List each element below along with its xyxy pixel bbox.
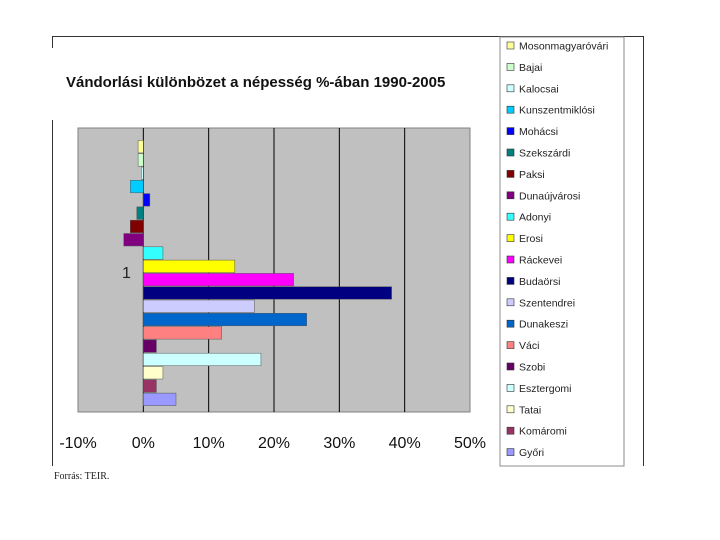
legend-label: Tatai (519, 404, 541, 416)
bar-15 (143, 339, 157, 353)
legend-swatch (506, 105, 515, 114)
title-area (52, 48, 472, 120)
legend-swatch (506, 277, 515, 285)
bar-19 (143, 392, 177, 406)
bar-8 (143, 246, 164, 260)
legend-label: Ráckevei (519, 255, 562, 267)
chart-title: Vándorlási különbözet a népesség %-ában … (66, 74, 445, 91)
bar-18 (143, 379, 157, 393)
legend-swatch (506, 170, 515, 178)
legend-box (499, 36, 625, 467)
legend-label: Dunakeszi (519, 319, 568, 331)
legend-swatch (506, 63, 515, 71)
x-tick-label: 50% (454, 435, 486, 452)
x-axis-ticks: -10% 0% 10% 20% 30% 40% 50% (59, 435, 486, 452)
bar-6 (130, 219, 144, 233)
legend-swatch (506, 255, 515, 264)
legend-label: Győri (519, 447, 544, 459)
legend-swatch (506, 319, 515, 328)
legend-swatch (506, 341, 515, 349)
bar-14 (143, 326, 222, 340)
category-label: 1 (122, 265, 131, 282)
legend-swatch (506, 448, 515, 456)
slide-frame (52, 36, 644, 466)
bar-2 (141, 166, 144, 180)
legend-label: Dunaújvárosi (519, 190, 580, 202)
legend-label: Erosi (519, 233, 543, 245)
legend-swatch (506, 191, 515, 200)
bar-13 (143, 313, 307, 327)
legend-swatch (506, 84, 515, 93)
bar-3 (130, 180, 144, 194)
source-note: Forrás: TEIR. (54, 471, 110, 482)
legend-label: Mosonmagyaróvári (519, 41, 608, 53)
legend-label: Komáromi (519, 426, 567, 438)
legend-swatch (506, 212, 515, 221)
legend-swatch (506, 234, 515, 242)
legend-label: Szekszárdi (519, 148, 570, 160)
legend-label: Váci (519, 340, 539, 352)
legend-swatch (506, 426, 515, 435)
bar-1 (137, 153, 144, 167)
legend-label: Adonyi (519, 212, 551, 224)
legend-swatch (506, 127, 515, 135)
legend-swatch (506, 298, 515, 307)
legend-label: Kunszentmiklósi (519, 105, 595, 117)
legend-label: Budaörsi (519, 276, 560, 288)
x-tick-label: 40% (389, 435, 421, 452)
x-tick-label: -10% (59, 435, 96, 452)
legend-label: Szentendrei (519, 297, 575, 309)
bar-11 (143, 286, 392, 300)
bar-10 (143, 273, 294, 287)
legend-label: Kalocsai (519, 83, 559, 95)
x-tick-label: 0% (132, 435, 155, 452)
legend-swatch (506, 384, 515, 392)
legend-label: Szobi (519, 362, 545, 374)
bars (123, 140, 392, 406)
bar-9 (143, 259, 236, 273)
bar-4 (143, 193, 151, 207)
legend: Mosonmagyaróvári Bajai Kalocsai Kunszentmik… (506, 41, 608, 459)
bar-7 (123, 233, 144, 247)
x-tick-label: 30% (323, 435, 355, 452)
bar-12 (143, 299, 255, 313)
bar-5 (136, 206, 144, 220)
legend-label: Paksi (519, 169, 545, 181)
bar-17 (143, 366, 164, 380)
x-tick-label: 10% (193, 435, 225, 452)
legend-swatch (506, 405, 515, 414)
legend-label: Mohácsi (519, 126, 558, 138)
bar-16 (143, 352, 262, 366)
bar-0 (137, 140, 144, 154)
x-tick-label: 20% (258, 435, 290, 452)
legend-label: Bajai (519, 62, 542, 74)
legend-label: Esztergomi (519, 383, 572, 395)
legend-swatch (506, 41, 515, 50)
legend-swatch (506, 148, 515, 157)
legend-swatch (506, 362, 515, 371)
